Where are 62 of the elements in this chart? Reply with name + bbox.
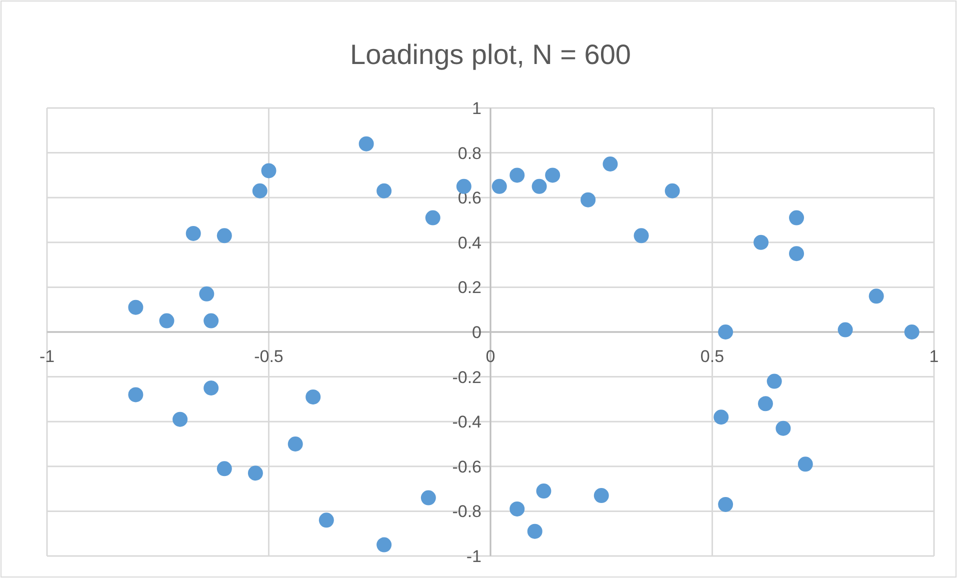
point [789, 210, 804, 226]
point [186, 226, 201, 241]
point [510, 168, 525, 183]
y-tick-label: -0.6 [452, 457, 482, 476]
y-tick-label: 0.8 [458, 144, 482, 163]
point [204, 313, 219, 328]
x-tick-label: 1 [929, 347, 939, 366]
point [868, 288, 884, 304]
point [318, 512, 334, 528]
point [358, 136, 374, 152]
point [798, 456, 813, 472]
point [776, 420, 791, 436]
point [199, 286, 214, 302]
x-tick-label: -0.5 [254, 347, 284, 366]
y-tick-label: 0 [472, 323, 482, 342]
point [545, 168, 560, 183]
point [714, 410, 729, 425]
point [634, 228, 649, 244]
point [838, 322, 853, 338]
x-tick-label: 0.5 [700, 347, 724, 366]
point [425, 210, 440, 226]
point [172, 412, 188, 427]
point [536, 484, 552, 499]
point [580, 192, 596, 208]
y-tick-label: -0.2 [452, 368, 482, 387]
point [159, 313, 174, 328]
point [664, 183, 680, 198]
point [492, 178, 507, 194]
y-tick-label: -0.4 [452, 412, 482, 432]
point [204, 380, 219, 396]
y-tick-label: 1 [472, 99, 482, 118]
y-tick-label: -1 [466, 547, 482, 566]
point [128, 300, 144, 315]
point [532, 178, 547, 194]
point [594, 488, 609, 504]
point [758, 396, 773, 412]
point [376, 537, 392, 552]
point [420, 490, 436, 506]
point [766, 374, 782, 389]
point [718, 496, 734, 512]
point [754, 234, 769, 250]
point [216, 228, 232, 244]
point [248, 466, 263, 481]
chart-title: Loadings plot, N = 600 [350, 39, 631, 70]
point [718, 324, 734, 340]
x-tick-label: -1 [39, 347, 55, 366]
x-tick-label: 0 [486, 347, 496, 366]
point [602, 156, 618, 172]
point [904, 324, 920, 340]
point [527, 524, 542, 539]
point [376, 183, 392, 198]
point [288, 436, 303, 452]
point [252, 183, 268, 198]
point [261, 163, 276, 178]
y-tick-label: 0.2 [458, 278, 482, 298]
y-tick-label: -0.8 [452, 502, 482, 522]
point [128, 387, 144, 402]
point [510, 501, 525, 516]
point [789, 246, 804, 262]
point [306, 389, 321, 404]
y-tick-label: 0.4 [458, 233, 482, 252]
point [216, 461, 232, 476]
